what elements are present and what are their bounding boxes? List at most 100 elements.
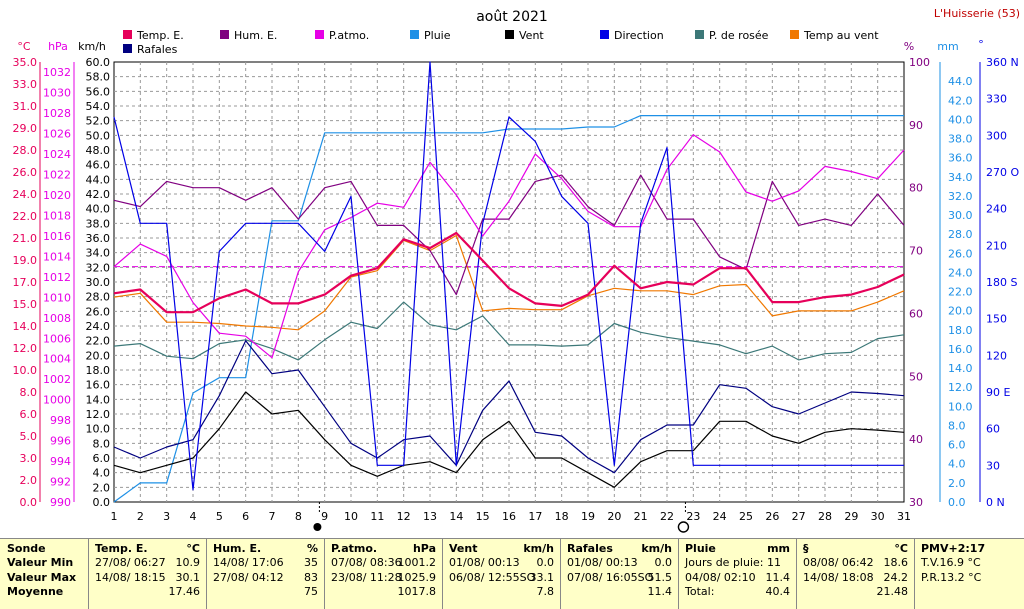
legend-swatch [695, 30, 704, 39]
footer-sonde-title: Sonde [7, 542, 46, 555]
tick-day: 20 [607, 510, 621, 523]
tick-day: 24 [713, 510, 727, 523]
footer-row-max: Valeur Max [7, 570, 77, 584]
footer-pluie-max-date: 04/08/ [685, 570, 721, 584]
tick-pressure: 1026 [43, 128, 71, 141]
tick-rain: 14.0 [948, 362, 973, 375]
tick-rain: 0.0 [948, 496, 966, 509]
footer-vent-avg: 7.8 [536, 585, 555, 598]
tick-humidity: 70 [909, 245, 923, 258]
tick-pressure: 1012 [43, 271, 71, 284]
footer-pluie-title: Pluie [685, 542, 716, 555]
tick-day: 17 [528, 510, 542, 523]
footer-row-avg: Moyenne [7, 585, 64, 598]
footer-pmv-line2: P.R.13.2 °C [921, 570, 982, 584]
tick-rain: 20.0 [948, 305, 973, 318]
tick-wind: 54.0 [86, 100, 111, 113]
tick-rain: 40.0 [948, 113, 973, 126]
tick-humidity: 50 [909, 370, 923, 383]
footer-row-min: Valeur Min [7, 556, 74, 569]
tick-wind: 60.0 [86, 56, 111, 69]
legend-label: Vent [519, 29, 544, 42]
tick-day: 11 [370, 510, 384, 523]
footer-temp-unit: °C [186, 542, 200, 555]
tick-wind: 2.0 [93, 481, 111, 494]
tick-day: 31 [897, 510, 911, 523]
tick-day: 26 [765, 510, 779, 523]
legend-swatch [505, 30, 514, 39]
series-line-pluie [113, 114, 904, 503]
footer-hum-max-time: 04:12 [251, 570, 284, 584]
footer-hum-min-date: 14/08/ [213, 556, 249, 569]
axis-title-degree: ° [978, 38, 984, 51]
full-moon-icon [313, 523, 322, 531]
tick-temp: 22.0 [13, 210, 38, 223]
footer-dew-avg: 21.48 [876, 585, 909, 598]
tick-pressure: 1032 [43, 66, 71, 79]
tick-day: 15 [476, 510, 490, 523]
tick-pressure: 1010 [43, 291, 71, 304]
tick-day: 22 [660, 510, 674, 523]
tick-day: 19 [581, 510, 595, 523]
tick-pressure: 990 [50, 496, 71, 509]
tick-pressure: 998 [50, 414, 71, 427]
tick-temp: 21.0 [13, 232, 38, 245]
tick-rain: 30.0 [948, 209, 973, 222]
legend-label: Rafales [137, 43, 178, 56]
tick-temp: 14.0 [13, 320, 38, 333]
tick-temp: 10.0 [13, 364, 38, 377]
tick-day: 4 [190, 510, 197, 523]
footer-vent: Vent km/h 01/08/ 00:13 0.0 06/08/ 12:55SO 3… [442, 539, 560, 609]
footer-sonde: Sonde Valeur Min Valeur Max Moyenne [0, 539, 88, 609]
legend-swatch [123, 44, 132, 53]
tick-rain: 16.0 [948, 343, 973, 356]
tick-wind: 30.0 [86, 276, 111, 289]
footer-dew-max-val: 24.2 [883, 570, 909, 584]
tick-day: 18 [555, 510, 569, 523]
tick-temp: 26.0 [13, 166, 38, 179]
chart-title: août 2021 [476, 9, 548, 25]
footer-rafales-unit: km/h [641, 542, 672, 555]
legend-swatch [410, 30, 419, 39]
tick-day: 23 [686, 510, 700, 523]
footer-hum-max-val: 83 [304, 570, 318, 584]
tick-day: 8 [295, 510, 302, 523]
tick-temp: 17.0 [13, 276, 38, 289]
tick-direction: 330 [986, 93, 1007, 106]
legend-swatch [790, 30, 799, 39]
axis-title-hpa: hPa [48, 40, 68, 53]
tick-wind: 32.0 [86, 261, 111, 274]
axis-title-mm: mm [937, 40, 958, 53]
tick-rain: 36.0 [948, 152, 973, 165]
series-line-p-de-ros-e [113, 301, 905, 361]
footer-hum-unit: % [306, 542, 318, 555]
footer-vent-min-date: 01/08/ [449, 556, 485, 569]
tick-wind: 20.0 [86, 349, 111, 362]
tick-wind: 46.0 [86, 159, 111, 172]
footer-vent-title: Vent [449, 542, 478, 555]
tick-wind: 28.0 [86, 291, 111, 304]
tick-pressure: 1024 [43, 148, 71, 161]
tick-day: 5 [216, 510, 223, 523]
legend-label: Temp au vent [803, 29, 879, 42]
tick-rain: 38.0 [948, 133, 973, 146]
tick-temp: 28.0 [13, 144, 38, 157]
footer-dew-max-time: 18:08 [841, 570, 874, 584]
footer-hum-min-time: 17:06 [251, 556, 284, 569]
tick-pressure: 1020 [43, 189, 71, 202]
tick-day: 13 [423, 510, 437, 523]
tick-rain: 8.0 [948, 419, 966, 432]
tick-temp: 33.0 [13, 78, 38, 91]
tick-temp: 3.0 [20, 452, 38, 465]
tick-day: 30 [871, 510, 885, 523]
tick-pressure: 1002 [43, 373, 71, 386]
station-name: L'Huisserie (53) [934, 7, 1020, 20]
footer-pmv: PMV+2:17 T.V.16.9 °C P.R.13.2 °C [914, 539, 1024, 609]
footer-hum-title: Hum. E. [213, 542, 262, 555]
footer-vent-max-time: 12:55 [487, 570, 520, 584]
tick-wind: 50.0 [86, 129, 111, 142]
footer-hum: Hum. E.% 14/08/ 17:06 35 27/08/ 04:12 83 7… [206, 539, 324, 609]
tick-direction: 180 S [986, 276, 1017, 289]
tick-temp: 19.0 [13, 254, 38, 267]
footer-vent-min-val: 0.0 [536, 556, 555, 569]
